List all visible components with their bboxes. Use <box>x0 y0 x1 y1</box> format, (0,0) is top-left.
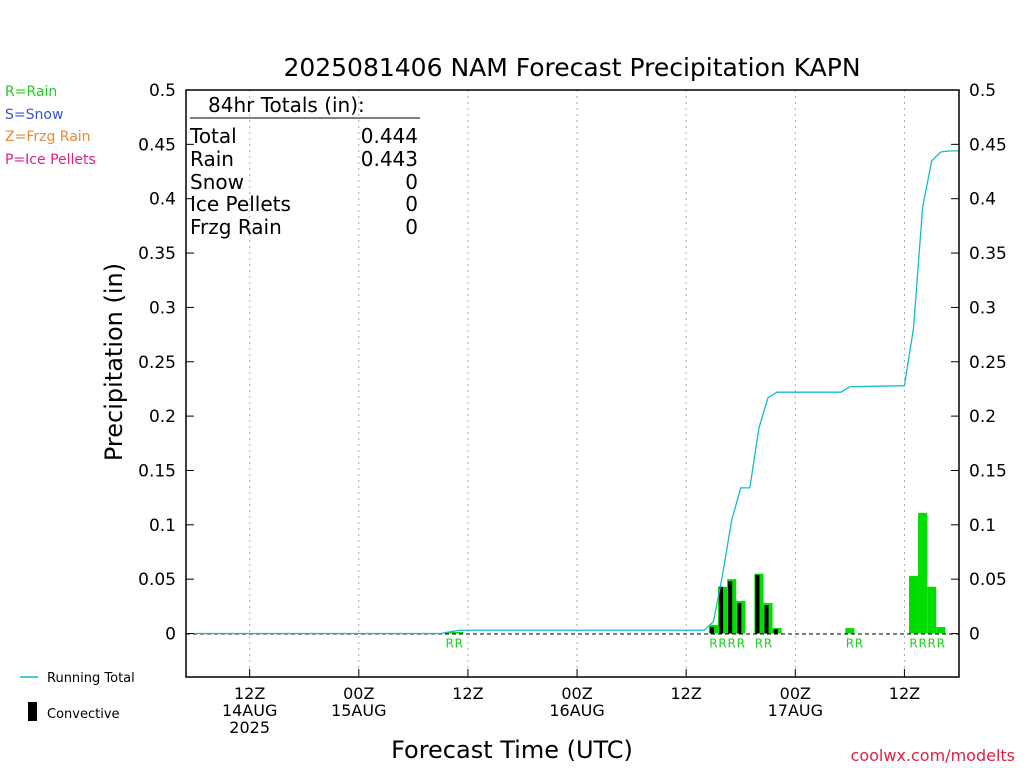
y-tick-label-left-4: 0.2 <box>149 407 176 427</box>
totals-label-rain: Rain <box>190 147 234 171</box>
precip-bar-11 <box>918 512 928 634</box>
convective-bar-2 <box>709 626 715 634</box>
precip-type-marker-5: R <box>737 637 745 651</box>
running-total-line <box>195 150 959 635</box>
precip-type-marker-2: R <box>709 637 717 651</box>
precip-type-marker-10: R <box>909 637 917 651</box>
precip-type-marker-3: R <box>718 637 726 651</box>
y-axis-ticks: 0 00.05 0.050.1 0.10.15 0.150.2 0.20.25 0.250.… <box>138 81 1007 645</box>
x-tick-label-0-1: 14AUG <box>222 701 277 720</box>
precip-type-marker-11: R <box>918 637 926 651</box>
x-tick-label-0-2: 2025 <box>229 718 270 737</box>
type-legend: R=Rain S=Snow Z=Frzg Rain P=Ice Pellets <box>5 84 96 168</box>
totals-value-total: 0.444 <box>361 124 418 148</box>
precip-bar-9 <box>845 628 855 634</box>
y-tick-label-left-10: 0.5 <box>149 81 176 101</box>
y-tick-label-right-6: 0.3 <box>969 298 996 318</box>
totals-label-frzg-rain: Frzg Rain <box>190 215 282 239</box>
totals-value-ice-pellets: 0 <box>405 192 418 216</box>
y-tick-label-right-8: 0.4 <box>969 190 996 210</box>
type-legend-frzg-rain: Z=Frzg Rain <box>5 129 91 145</box>
precip-type-marker-4: R <box>727 637 735 651</box>
precip-bar-0 <box>445 631 455 634</box>
precip-type-marker-1: R <box>455 637 463 651</box>
totals-label-snow: Snow <box>190 170 244 194</box>
totals-label-total: Total <box>189 124 237 148</box>
totals-value-frzg-rain: 0 <box>405 215 418 239</box>
plot-frame <box>185 89 960 678</box>
y-tick-label-left-0: 0 <box>165 625 176 645</box>
x-tick-label-4-0: 12Z <box>671 684 702 703</box>
y-tick-label-left-7: 0.35 <box>138 244 176 264</box>
totals-value-snow: 0 <box>405 170 418 194</box>
chart-title: 2025081406 NAM Forecast Precipitation KA… <box>283 53 860 82</box>
type-legend-ice-pellets: P=Ice Pellets <box>5 152 96 168</box>
precip-bar-1 <box>454 631 464 634</box>
precip-bar-10 <box>908 575 919 634</box>
x-tick-label-0-0: 12Z <box>234 684 265 703</box>
y-tick-label-left-6: 0.3 <box>149 298 176 318</box>
type-legend-rain: R=Rain <box>5 84 57 100</box>
x-tick-label-1-1: 15AUG <box>331 701 386 720</box>
x-tick-label-2-0: 12Z <box>452 684 483 703</box>
x-tick-label-5-1: 17AUG <box>768 701 823 720</box>
y-tick-label-left-5: 0.25 <box>138 353 176 373</box>
y-tick-label-left-9: 0.45 <box>138 135 176 155</box>
y-tick-label-right-5: 0.25 <box>969 353 1007 373</box>
convective-bar-4 <box>728 581 733 634</box>
x-tick-label-3-0: 00Z <box>561 684 592 703</box>
y-tick-label-left-2: 0.1 <box>149 516 176 536</box>
convective-bar-7 <box>764 605 769 634</box>
credit-text: coolwx.com/modelts <box>851 746 1015 765</box>
totals-value-rain: 0.443 <box>361 147 418 171</box>
precip-bars <box>445 512 946 634</box>
precip-type-marker-9: R <box>855 637 863 651</box>
legend-running-total-label: Running Total <box>47 671 135 686</box>
y-axis-label: Precipitation (in) <box>100 263 128 461</box>
running-total-series <box>195 150 959 635</box>
precip-type-marker-13: R <box>937 637 945 651</box>
convective-bar-3 <box>719 586 724 634</box>
y-tick-label-left-1: 0.05 <box>138 570 176 590</box>
legend-convective-label: Convective <box>47 707 120 722</box>
type-legend-snow: S=Snow <box>5 107 63 123</box>
totals-heading: 84hr Totals (in): <box>208 93 365 117</box>
totals-box: 84hr Totals (in): Total 0.444 Rain 0.443… <box>189 93 420 239</box>
y-tick-label-right-10: 0.5 <box>969 81 996 101</box>
precip-bar-13 <box>936 626 946 634</box>
y-tick-label-right-0: 0 <box>969 625 980 645</box>
precip-type-marker-6: R <box>755 637 763 651</box>
y-tick-label-right-4: 0.2 <box>969 407 996 427</box>
convective-bar-5 <box>737 603 742 634</box>
y-tick-label-right-2: 0.1 <box>969 516 996 536</box>
precip-type-marker-8: R <box>846 637 854 651</box>
convective-bar-6 <box>755 574 760 634</box>
x-tick-label-3-1: 16AUG <box>549 701 604 720</box>
y-tick-label-left-8: 0.4 <box>149 190 176 210</box>
convective-bar-8 <box>773 629 778 634</box>
x-tick-label-6-0: 12Z <box>889 684 920 703</box>
totals-label-ice-pellets: Ice Pellets <box>190 192 291 216</box>
y-tick-label-left-3: 0.15 <box>138 461 176 481</box>
y-tick-label-right-7: 0.35 <box>969 244 1007 264</box>
precip-type-marker-0: R <box>446 637 454 651</box>
y-tick-label-right-9: 0.45 <box>969 135 1007 155</box>
x-tick-label-5-0: 00Z <box>780 684 811 703</box>
x-tick-label-1-0: 00Z <box>343 684 374 703</box>
precip-type-marker-7: R <box>764 637 772 651</box>
legend-convective-swatch <box>28 702 37 721</box>
y-tick-label-right-3: 0.15 <box>969 461 1007 481</box>
grid-lines <box>249 90 905 677</box>
precip-bar-12 <box>927 586 937 634</box>
series-legend: Running Total Convective <box>20 671 135 722</box>
x-axis-label: Forecast Time (UTC) <box>391 736 633 764</box>
y-tick-label-right-1: 0.05 <box>969 570 1007 590</box>
precip-type-marker-12: R <box>928 637 936 651</box>
